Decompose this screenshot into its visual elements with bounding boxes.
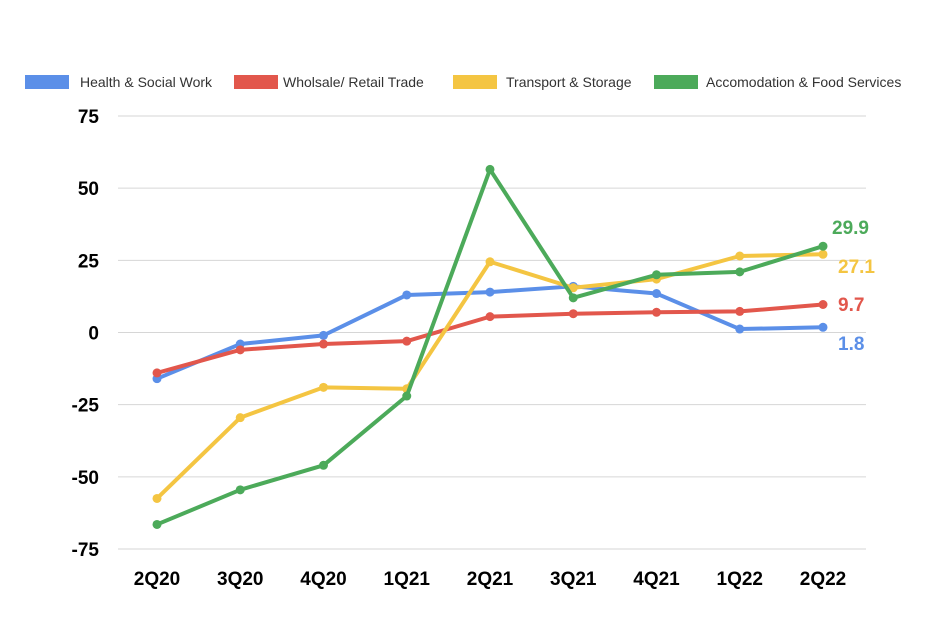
y-tick-label: 0 — [88, 324, 99, 345]
data-point — [818, 299, 828, 309]
data-point — [235, 485, 245, 495]
x-tick-label: 1Q21 — [384, 569, 431, 590]
data-point — [568, 309, 578, 319]
series-lines — [152, 164, 828, 529]
series-accomodation-food-services — [152, 164, 828, 529]
data-point — [568, 293, 578, 303]
data-point — [735, 251, 745, 261]
end-value-label: 1.8 — [838, 334, 864, 355]
x-tick-label: 4Q21 — [633, 569, 680, 590]
legend-swatch — [654, 75, 698, 89]
data-point — [735, 324, 745, 334]
end-labels: 1.8 9.7 27.1 29.9 — [832, 218, 875, 355]
x-tick-label: 2Q20 — [134, 569, 180, 590]
series-transport-storage — [152, 249, 828, 503]
x-tick-label: 3Q20 — [217, 569, 263, 590]
data-point — [735, 267, 745, 277]
data-point — [652, 289, 661, 299]
y-tick-label: -50 — [72, 468, 99, 489]
x-tick-label: 1Q22 — [717, 569, 763, 590]
x-tick-label: 2Q22 — [800, 569, 846, 590]
grid-lines — [118, 115, 866, 550]
series-wholsale-retail-trade — [152, 299, 828, 378]
legend: Health & Social Work Wholsale/ Retail Tra… — [25, 74, 901, 90]
data-point — [735, 306, 745, 316]
data-point — [485, 257, 495, 267]
data-point — [152, 519, 162, 529]
data-point — [485, 312, 495, 322]
legend-item-health-social-work: Health & Social Work — [25, 74, 213, 90]
data-point — [152, 368, 162, 378]
data-point — [818, 322, 828, 332]
legend-swatch — [453, 75, 497, 89]
data-point — [485, 164, 495, 174]
x-tick-label: 2Q21 — [467, 569, 514, 590]
end-value-label: 9.7 — [838, 295, 864, 316]
legend-item-transport-storage: Transport & Storage — [453, 74, 632, 90]
legend-item-accomodation-food-services: Accomodation & Food Services — [654, 74, 901, 90]
legend-swatch — [25, 75, 69, 89]
data-point — [652, 270, 661, 280]
y-tick-label: 25 — [78, 251, 100, 272]
data-point — [652, 307, 661, 317]
x-tick-label: 3Q21 — [550, 569, 597, 590]
data-point — [152, 493, 162, 503]
data-point — [402, 290, 412, 300]
y-tick-label: 75 — [78, 107, 100, 128]
data-point — [568, 283, 578, 293]
x-tick-label: 4Q20 — [300, 569, 346, 590]
y-tick-label: 50 — [78, 179, 99, 200]
data-point — [402, 336, 412, 346]
y-tick-label: -75 — [72, 540, 100, 561]
end-value-label: 27.1 — [838, 257, 875, 278]
data-point — [402, 391, 412, 401]
y-axis-ticks: 75 50 25 0 -25 -50 -75 — [72, 107, 100, 561]
end-value-label: 29.9 — [832, 218, 869, 239]
data-point — [818, 241, 828, 251]
data-point — [319, 330, 328, 340]
legend-label: Health & Social Work — [80, 74, 213, 90]
x-axis-ticks: 2Q20 3Q20 4Q20 1Q21 2Q21 3Q21 4Q21 1Q22 2Q22 — [134, 569, 846, 590]
legend-swatch — [234, 75, 278, 89]
data-point — [235, 345, 245, 355]
data-point — [818, 249, 828, 259]
data-point — [319, 382, 328, 392]
legend-label: Wholsale/ Retail Trade — [283, 74, 424, 90]
legend-label: Accomodation & Food Services — [706, 74, 901, 90]
data-point — [485, 287, 495, 297]
data-point — [319, 339, 328, 349]
y-tick-label: -25 — [72, 396, 100, 417]
data-point — [235, 413, 245, 423]
legend-item-wholsale-retail-trade: Wholsale/ Retail Trade — [234, 74, 424, 90]
legend-label: Transport & Storage — [506, 74, 632, 90]
data-point — [319, 460, 328, 470]
